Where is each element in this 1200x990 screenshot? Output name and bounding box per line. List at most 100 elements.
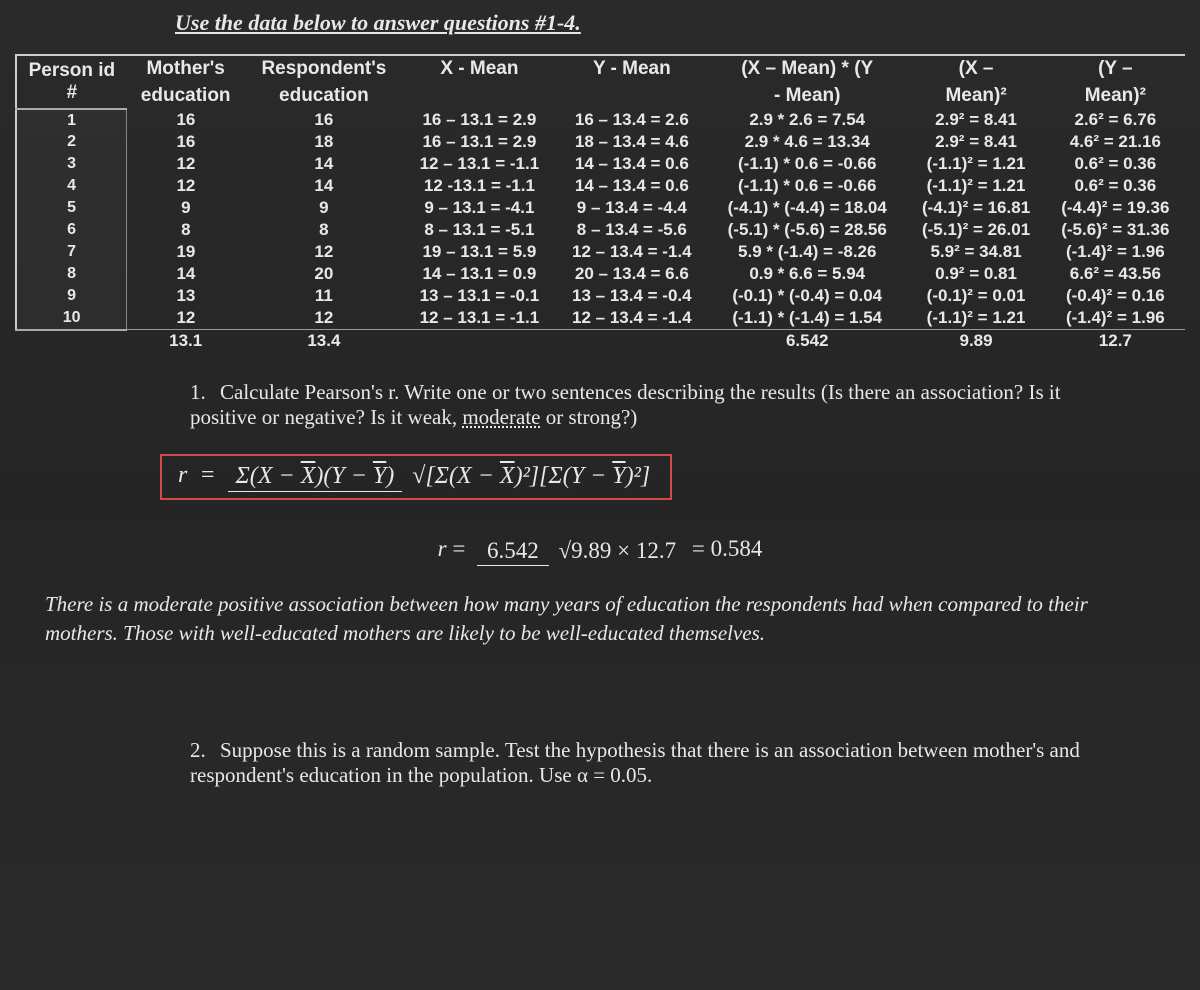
cell-xy: 5.9 * (-1.4) = -8.26 [708,241,906,263]
cell-y-mean: 9 – 13.4 = -4.4 [556,197,708,219]
col-resp-edu-1: Respondent's [245,55,404,83]
question-2: 2.Suppose this is a random sample. Test … [190,738,1090,788]
cell-xy: (-4.1) * (-4.4) = 18.04 [708,197,906,219]
table-row: 8142014 – 13.1 = 0.920 – 13.4 = 6.60.9 *… [16,263,1185,285]
col-x2-1: (X – [906,55,1045,83]
cell-resp-edu: 20 [245,263,404,285]
cell-xy: (-0.1) * (-0.4) = 0.04 [708,285,906,307]
cell-x2: (-1.1)² = 1.21 [906,175,1045,197]
cell-xy: (-5.1) * (-5.6) = 28.56 [708,219,906,241]
cell-id: 3 [16,153,127,175]
cell-resp-edu: 16 [245,109,404,131]
cell-y2: 2.6² = 6.76 [1046,109,1185,131]
cell-mother-edu: 19 [127,241,245,263]
cell-mother-edu: 12 [127,307,245,330]
cell-mother-edu: 12 [127,153,245,175]
cell-x-mean: 9 – 13.1 = -4.1 [403,197,555,219]
cell-id: 8 [16,263,127,285]
cell-resp-edu: 18 [245,131,404,153]
cell-x-mean: 8 – 13.1 = -5.1 [403,219,555,241]
col-mother-edu-2: education [127,83,245,110]
col-mother-edu-1: Mother's [127,55,245,83]
cell-xy: (-1.1) * 0.6 = -0.66 [708,175,906,197]
table-row: 9131113 – 13.1 = -0.113 – 13.4 = -0.4(-0… [16,285,1185,307]
cell-x-mean: 13 – 13.1 = -0.1 [403,285,555,307]
cell-y-mean: 20 – 13.4 = 6.6 [556,263,708,285]
table-row: 1161616 – 13.1 = 2.916 – 13.4 = 2.62.9 *… [16,109,1185,131]
cell-sum-xy: 6.542 [708,330,906,353]
data-table: Person id# Mother's Respondent's X - Mea… [15,54,1185,352]
cell-x-mean: 16 – 13.1 = 2.9 [403,109,555,131]
col-person-id: Person id# [16,55,127,109]
cell-id: 9 [16,285,127,307]
cell-id: 1 [16,109,127,131]
cell-y2: 0.6² = 0.36 [1046,175,1185,197]
cell-id: 4 [16,175,127,197]
table-row: 5999 – 13.1 = -4.19 – 13.4 = -4.4(-4.1) … [16,197,1185,219]
cell-x-mean: 16 – 13.1 = 2.9 [403,131,555,153]
cell-y-mean: 8 – 13.4 = -5.6 [556,219,708,241]
cell-xy: 2.9 * 4.6 = 13.34 [708,131,906,153]
col-x-mean: X - Mean [403,55,555,109]
cell-id: 7 [16,241,127,263]
cell-id: 6 [16,219,127,241]
cell-x2: 2.9² = 8.41 [906,131,1045,153]
col-y2-2: Mean)² [1046,83,1185,110]
cell-mean-resp: 13.4 [245,330,404,353]
cell-y-mean: 12 – 13.4 = -1.4 [556,307,708,330]
cell-resp-edu: 8 [245,219,404,241]
cell-x-mean: 12 – 13.1 = -1.1 [403,307,555,330]
cell-x-mean: 12 -13.1 = -1.1 [403,175,555,197]
cell-x2: (-0.1)² = 0.01 [906,285,1045,307]
table-row: 4121412 -13.1 = -1.114 – 13.4 = 0.6(-1.1… [16,175,1185,197]
table-row: 7191219 – 13.1 = 5.912 – 13.4 = -1.45.9 … [16,241,1185,263]
cell-mother-edu: 12 [127,175,245,197]
table-row: 6888 – 13.1 = -5.18 – 13.4 = -5.6(-5.1) … [16,219,1185,241]
cell-y2: (-0.4)² = 0.16 [1046,285,1185,307]
cell-x2: 5.9² = 34.81 [906,241,1045,263]
cell-x-mean: 12 – 13.1 = -1.1 [403,153,555,175]
col-y2-1: (Y – [1046,55,1185,83]
cell-resp-edu: 9 [245,197,404,219]
table-row: 3121412 – 13.1 = -1.114 – 13.4 = 0.6(-1.… [16,153,1185,175]
col-resp-edu-2: education [245,83,404,110]
cell-x2: 2.9² = 8.41 [906,109,1045,131]
cell-y2: (-1.4)² = 1.96 [1046,241,1185,263]
cell-y2: 4.6² = 21.16 [1046,131,1185,153]
cell-id: 2 [16,131,127,153]
cell-x-mean: 19 – 13.1 = 5.9 [403,241,555,263]
cell-resp-edu: 12 [245,241,404,263]
cell-mother-edu: 13 [127,285,245,307]
cell-resp-edu: 14 [245,153,404,175]
cell-mother-edu: 14 [127,263,245,285]
cell-x-mean: 14 – 13.1 = 0.9 [403,263,555,285]
cell-sum-x2: 9.89 [906,330,1045,353]
pearson-formula: r = Σ(X − X)(Y − Y) √[Σ(X − X)²][Σ(Y − Y… [160,454,672,500]
cell-x2: (-1.1)² = 1.21 [906,153,1045,175]
cell-x2: (-4.1)² = 16.81 [906,197,1045,219]
cell-y2: 6.6² = 43.56 [1046,263,1185,285]
calculation: r = 6.542 √9.89 × 12.7 = 0.584 [15,536,1185,564]
cell-mother-edu: 16 [127,131,245,153]
table-row: 2161816 – 13.1 = 2.918 – 13.4 = 4.62.9 *… [16,131,1185,153]
cell-y-mean: 18 – 13.4 = 4.6 [556,131,708,153]
cell-resp-edu: 12 [245,307,404,330]
col-y-mean: Y - Mean [556,55,708,109]
cell-y2: (-5.6)² = 31.36 [1046,219,1185,241]
cell-xy: 2.9 * 2.6 = 7.54 [708,109,906,131]
cell-mother-edu: 9 [127,197,245,219]
instructions-heading: Use the data below to answer questions #… [175,10,1185,36]
cell-y2: (-4.4)² = 19.36 [1046,197,1185,219]
cell-x2: (-5.1)² = 26.01 [906,219,1045,241]
cell-resp-edu: 14 [245,175,404,197]
cell-sum-y2: 12.7 [1046,330,1185,353]
cell-x2: (-1.1)² = 1.21 [906,307,1045,330]
cell-y-mean: 16 – 13.4 = 2.6 [556,109,708,131]
cell-xy: (-1.1) * (-1.4) = 1.54 [708,307,906,330]
cell-xy: (-1.1) * 0.6 = -0.66 [708,153,906,175]
cell-empty [16,330,127,353]
conclusion-text: There is a moderate positive association… [45,590,1155,649]
col-xy-1: (X – Mean) * (Y [708,55,906,83]
cell-xy: 0.9 * 6.6 = 5.94 [708,263,906,285]
table-row-means: 13.113.46.5429.8912.7 [16,330,1185,353]
